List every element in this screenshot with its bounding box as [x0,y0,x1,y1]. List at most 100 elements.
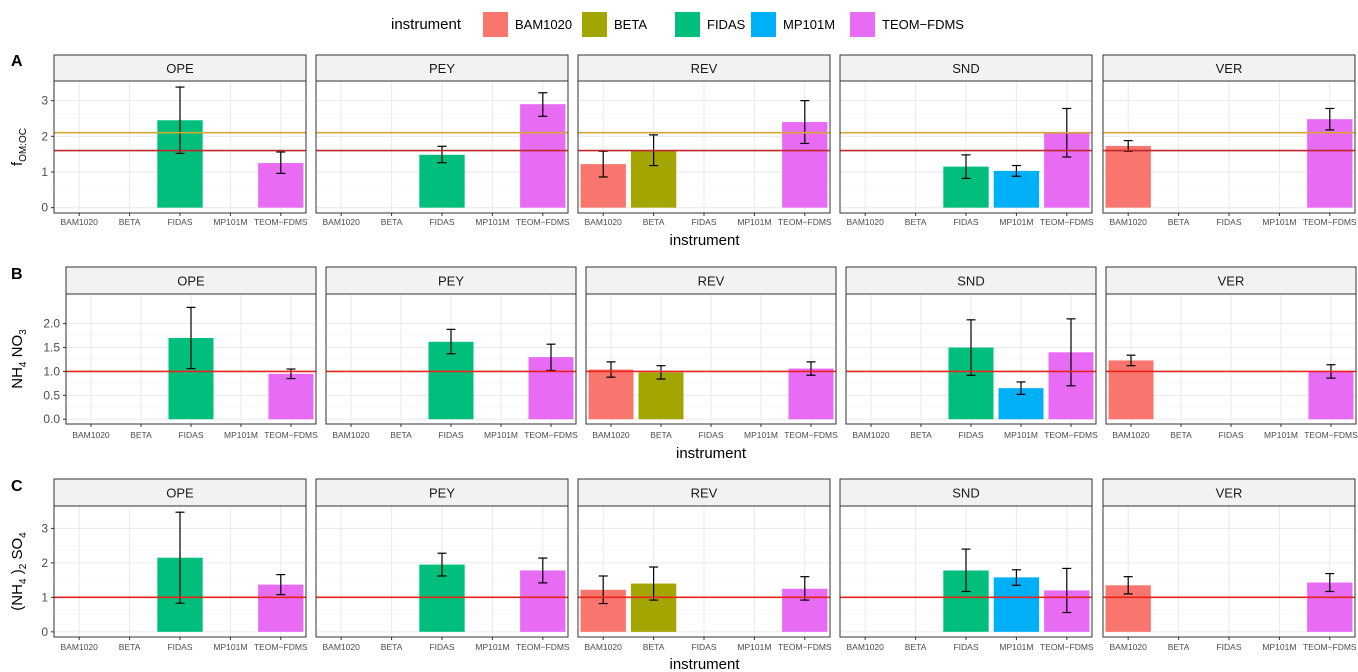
x-tick-label: FIDAS [178,430,203,440]
facet-strip [1105,266,1357,295]
x-tick-label: MP101M [475,642,509,652]
facet-strip [577,54,831,82]
x-tick-label: BAM1020 [1112,430,1150,440]
facet-rev: REV BAM1020 BETA FIDAS MP101M TEOM−FDMS [577,478,832,652]
y-axis-title: fOM:OC [9,128,29,166]
error-bar [1123,576,1133,595]
facet-ver: VER BAM1020 BETA FIDAS MP101M TEOM−FDMS [1102,54,1357,227]
x-tick-label: TEOM−FDMS [778,642,832,652]
bar-teom-fdms [788,368,834,420]
x-tick-label: TEOM−FDMS [1044,430,1098,440]
y-tick-label: 2 [41,129,48,143]
facet-strip [585,266,837,295]
y-tick-label: 1 [41,590,48,604]
panel-tag: B [11,266,23,283]
error-bar [175,511,185,604]
x-tick-label: FIDAS [429,217,454,227]
facet-ver: VER BAM1020 BETA FIDAS MP101M TEOM−FDMS [1105,266,1358,440]
error-bar [538,557,548,584]
facet-snd: SND BAM1020 BETA FIDAS MP101M TEOM−FDMS [839,478,1094,652]
bar-fidas [419,154,465,208]
y-tick-label: 3 [41,94,48,108]
error-bar [606,361,616,378]
facet-snd: SND BAM1020 BETA FIDAS MP101M TEOM−FDMS [839,54,1094,227]
legend-key-teom-fdms [850,12,875,37]
x-tick-label: BAM1020 [61,217,99,227]
bar-bam1020 [1105,145,1151,208]
x-axis-title: instrument [669,232,740,249]
y-tick-label: 2 [41,556,48,570]
x-tick-label: FIDAS [953,642,978,652]
x-tick-label: BETA [119,217,141,227]
facet-rev: REV BAM1020 BETA FIDAS MP101M TEOM−FDMS [585,266,838,440]
y-tick-label: 0.5 [43,388,60,402]
facet-strip [325,266,577,295]
legend-label-teom-fdms: TEOM−FDMS [882,17,964,32]
facet-strip [65,266,317,295]
error-bar [1325,107,1335,131]
error-bar [1325,572,1335,593]
facet-rev: REV BAM1020 BETA FIDAS MP101M TEOM−FDMS [577,54,832,227]
x-tick-label: BETA [1168,642,1190,652]
panel-tag: A [11,53,23,70]
facet-strip [53,478,307,507]
panel-row-c: C (NH4 )2 SO4 0 1 2 3 instrument OPE BAM1020 BETA… [9,478,1357,672]
x-tick-label: MP101M [737,217,771,227]
facet-ope: OPE BAM1020 BETA FIDAS MP101M TEOM−FDMS [53,54,308,227]
facet-strip-label: VER [1218,274,1245,289]
facet-strip-label: PEY [429,61,455,76]
x-tick-label: TEOM−FDMS [516,642,570,652]
x-tick-label: BAM1020 [72,430,110,440]
x-tick-label: TEOM−FDMS [778,217,832,227]
x-axis-title: instrument [669,656,740,672]
x-tick-label: TEOM−FDMS [254,642,308,652]
facet-snd: SND BAM1020 BETA FIDAS MP101M TEOM−FDMS [845,266,1098,440]
x-tick-label: MP101M [475,217,509,227]
x-tick-label: MP101M [744,430,778,440]
error-bar [175,86,185,155]
legend-label-fidas: FIDAS [707,17,746,32]
x-tick-label: MP101M [999,642,1033,652]
x-tick-label: FIDAS [1218,430,1243,440]
y-tick-label: 3 [41,521,48,535]
y-axis-title: NH4 NO3 [9,329,29,389]
x-tick-label: FIDAS [167,642,192,652]
error-bar [186,306,196,370]
bar-teom-fdms [268,373,314,420]
error-bar [800,576,810,601]
x-tick-label: MP101M [224,430,258,440]
error-bar [1011,164,1021,177]
error-bar [800,100,810,145]
x-tick-label: BAM1020 [61,642,99,652]
x-tick-label: TEOM−FDMS [1040,642,1094,652]
x-tick-label: BETA [119,642,141,652]
facet-ope: OPE BAM1020 BETA FIDAS MP101M TEOM−FDMS [65,266,318,440]
x-tick-label: MP101M [213,642,247,652]
legend: instrument BAM1020 BETA FIDAS MP101M TEOM−FDM… [391,12,964,37]
x-tick-label: TEOM−FDMS [784,430,838,440]
error-bar [961,548,971,593]
x-tick-label: BETA [1168,217,1190,227]
facet-pey: PEY BAM1020 BETA FIDAS MP101M TEOM−FDMS [315,54,570,227]
x-tick-label: FIDAS [953,217,978,227]
facet-strip [839,478,1093,507]
panel-row-b: B NH4 NO3 0.0 0.5 1.0 1.5 2.0 instrument OPE BAM1… [9,266,1358,462]
error-bar [1066,318,1076,387]
x-tick-label: FIDAS [691,217,716,227]
panel-tag: C [11,478,23,495]
x-tick-label: MP101M [737,642,771,652]
bar-teom-fdms [520,104,566,208]
legend-label-beta: BETA [614,17,647,32]
facet-strip-label: PEY [438,274,464,289]
legend-title: instrument [391,16,462,33]
x-tick-label: FIDAS [698,430,723,440]
facet-strip [845,266,1097,295]
y-tick-label: 0.0 [43,412,60,426]
facet-strip [315,478,569,507]
x-tick-label: MP101M [1264,430,1298,440]
x-tick-label: FIDAS [167,217,192,227]
facet-strip-label: PEY [429,486,455,501]
x-tick-label: FIDAS [691,642,716,652]
